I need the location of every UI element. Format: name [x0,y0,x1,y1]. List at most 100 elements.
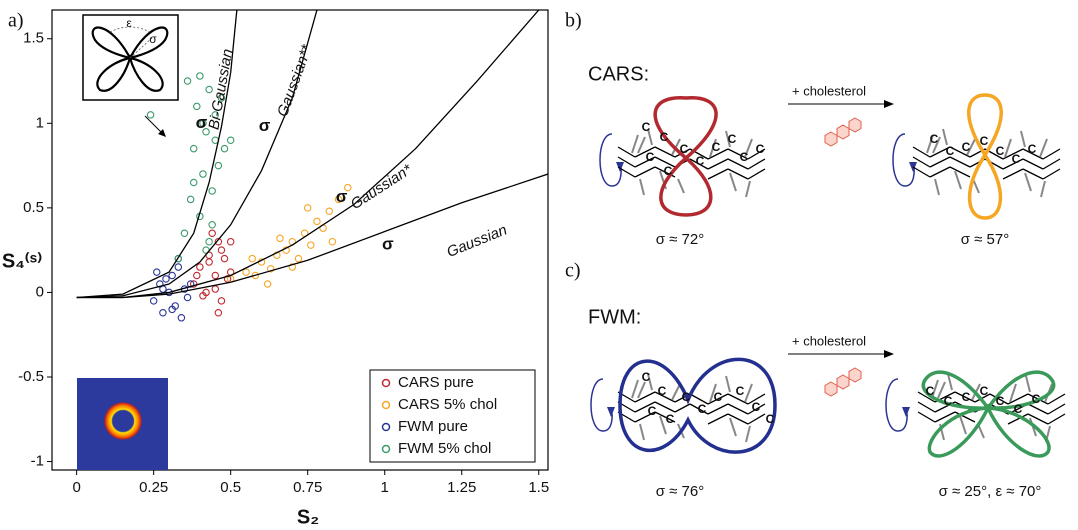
caption: σ ≈ 25°, ε ≈ 70° [939,483,1042,500]
scatter-point [205,237,213,246]
atom-label: C [680,142,689,156]
legend-label: FWM 5% chol [398,440,491,457]
x-tick-label: 0.5 [220,479,241,496]
scatter-point [266,264,275,273]
scatter-point [202,128,210,136]
scatter-point [146,111,155,119]
scatter-point [211,285,220,293]
scatter-point [217,246,226,254]
panel-b: b) CARS: + cholesterol σ ≈ 72° σ ≈ 57° [565,10,1061,248]
atom-label: C [664,164,673,178]
scatter-point [152,268,161,276]
scatter-point [208,221,216,229]
scatter-point [199,119,207,128]
scatter-point [294,254,303,263]
scatter-point [193,102,201,111]
atom-label: C [658,384,667,398]
sigma-label: σ [259,116,271,135]
model-curve [76,10,238,299]
legend-frame [369,369,536,463]
curve-label: Gaussian [444,221,509,261]
atom-label: C [1032,392,1041,406]
rotation-arrow [892,133,918,187]
model-curve [76,173,548,299]
curve-label: Gaussian* [348,161,416,214]
scatter-point [168,271,176,280]
x-tick-label: 1.25 [447,479,476,496]
inset-sigma: σ [149,32,157,46]
arrow-label: + cholesterol [792,333,866,348]
panel-label: b) [565,10,582,32]
legend-marker [381,444,391,454]
image-ring [104,402,142,440]
caption: σ ≈ 72° [656,231,705,248]
scatter-point [189,178,198,187]
panel-label: c) [565,260,581,282]
scatter-point [313,217,321,226]
panel-label: a) [8,10,24,32]
rotation-arrow [599,133,625,187]
scatter-point [189,280,198,288]
scatter-point [288,263,297,271]
rotation-arrow [590,378,616,432]
scatter-point [180,229,189,237]
y-tick-label: 0.5 [23,199,44,216]
atom-label: C [714,390,723,404]
model-curve [76,10,318,299]
scatter-point [174,263,183,271]
plot-frame [51,9,549,471]
polar-plot-orange [967,93,1003,220]
atom-label: C [682,390,691,404]
scatter-point [183,293,192,302]
atom-label: C [980,384,989,398]
scatter-point [186,195,195,204]
panel-c: c) FWM: + cholesterol σ ≈ 76° σ ≈ 25°, ε… [565,260,1066,500]
scatter-point [196,263,204,271]
atom-label: C [642,120,651,134]
panel-title: FWM: [588,306,641,328]
scatter-point [226,237,235,246]
panel-title: CARS: [588,63,649,85]
atom-label: C [756,142,765,156]
scatter-point [220,254,229,263]
reaction-arrowhead [884,350,894,358]
inset-guides [109,26,153,59]
atom-label: C [926,384,935,398]
scatter-point [307,241,315,249]
y-tick-label: -1 [31,453,44,470]
y-axis-label: S₄⁽ˢ⁾ [2,250,42,272]
scatter-plot: a) S₂ S₄⁽ˢ⁾ ε σ 0 0.25 0.5 0.75 1 1.25 1.5 -1 -0… [2,9,549,528]
scatter-point [177,314,186,322]
inset-pointer-head [158,129,166,137]
atom-label: C [980,134,989,148]
legend-label: CARS 5% chol [398,396,497,413]
scatter-point [159,308,167,317]
scatter-point [208,229,216,237]
scatter-point [168,305,176,314]
scatter-point [325,207,334,216]
arrow-label: + cholesterol [792,83,866,98]
atom-label: C [666,412,675,426]
scatter-point [162,275,170,283]
atom-label: C [766,412,775,426]
scatter-point [220,144,229,153]
legend-marker [381,400,391,410]
scatter-point [193,271,201,280]
atom-label: C [944,394,953,408]
caption: σ ≈ 76° [656,483,705,500]
atom-label: C [728,132,737,146]
scatter-point [303,204,312,212]
y-tick-label: 0 [36,283,44,300]
polar-plot-blue [618,357,777,454]
x-tick-label: 0.25 [139,479,168,496]
atom-label: C [930,132,939,146]
y-tick-label: -0.5 [18,368,44,385]
scatter-point [226,136,235,144]
atom-label: C [740,150,749,164]
atom-label: C [996,394,1005,408]
x-tick-label: 0.75 [293,479,322,496]
atom-label: C [648,404,657,418]
atom-label: C [1012,152,1021,166]
reaction-arrowhead [884,100,894,108]
